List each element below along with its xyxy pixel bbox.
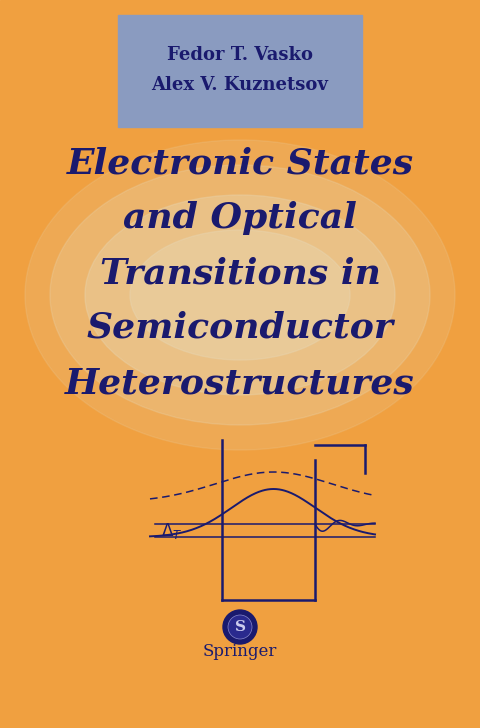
Text: Semiconductor: Semiconductor <box>86 311 394 345</box>
Text: and Optical: and Optical <box>123 201 357 235</box>
Ellipse shape <box>25 140 455 450</box>
Ellipse shape <box>50 165 430 425</box>
Text: Alex V. Kuznetsov: Alex V. Kuznetsov <box>152 76 328 94</box>
Text: Electronic States: Electronic States <box>66 146 414 180</box>
Circle shape <box>228 615 252 639</box>
Text: $\Delta_T$: $\Delta_T$ <box>161 521 183 541</box>
Ellipse shape <box>130 230 350 360</box>
Text: Transitions in: Transitions in <box>99 256 381 290</box>
Bar <box>118 15 362 127</box>
Circle shape <box>223 610 257 644</box>
Text: Heterostructures: Heterostructures <box>65 366 415 400</box>
Text: Fedor T. Vasko: Fedor T. Vasko <box>167 46 313 64</box>
Text: S: S <box>235 620 245 634</box>
Text: Springer: Springer <box>203 644 277 660</box>
Ellipse shape <box>85 195 395 395</box>
